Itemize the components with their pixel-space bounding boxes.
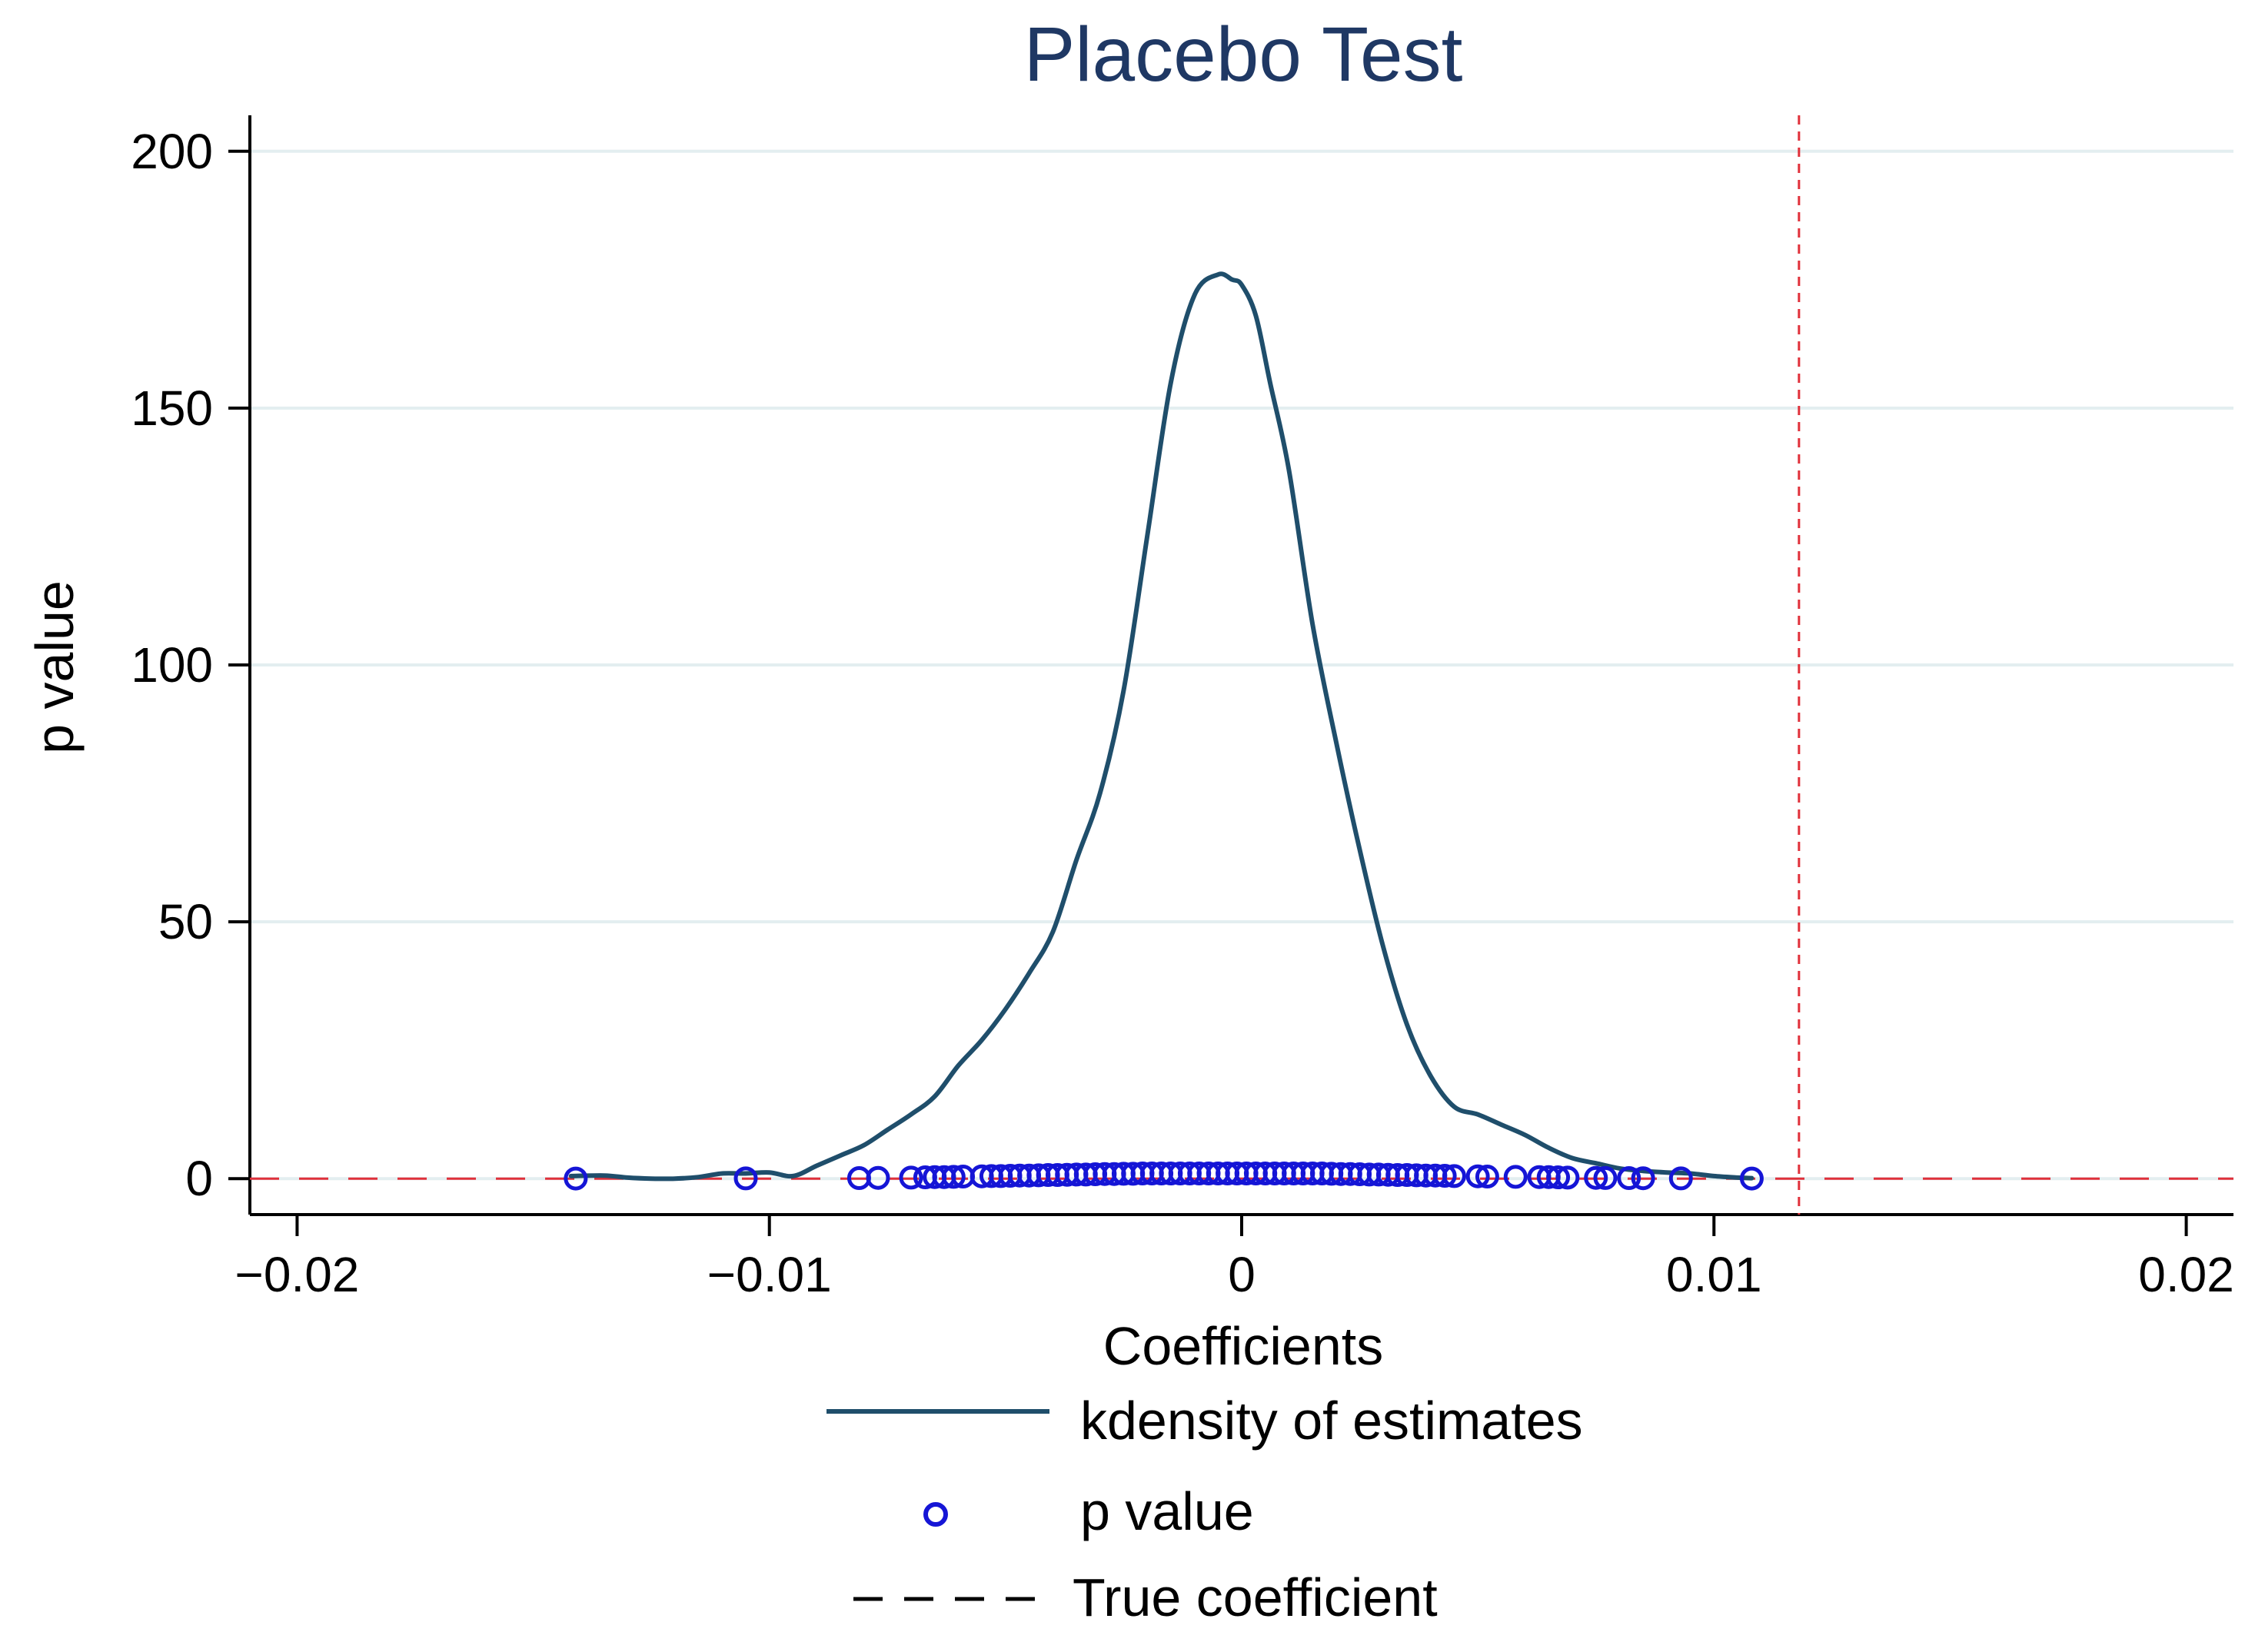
chart-title: Placebo Test [1024,12,1463,98]
x-tick-label-4: 0.02 [2138,1247,2234,1302]
p-value-point [899,1165,923,1190]
p-value-point [1584,1165,1608,1190]
p-value-point [1546,1165,1571,1190]
p-value-point [1503,1165,1528,1189]
p-value-point [1631,1166,1655,1191]
p-value-point [866,1165,890,1190]
legend-label-true-coefficient: True coefficient [1073,1567,1438,1627]
p-value-point [1475,1165,1499,1189]
p-value-point [1555,1165,1580,1190]
legend-label-kdensity: kdensity of estimates [1080,1391,1583,1451]
p-value-point [1442,1164,1466,1188]
p-value-point [1465,1164,1490,1188]
y-tick-label-150: 150 [131,381,213,436]
p-value-point [564,1166,588,1191]
x-tick-label-3: 0.01 [1666,1247,1762,1302]
x-tick-label-0: −0.02 [234,1247,359,1302]
y-tick-label-50: 50 [158,894,213,949]
kdensity-line [568,271,1754,1182]
y-axis-title: p value [25,580,85,754]
p-value-point [1617,1166,1641,1191]
legend: kdensity of estimates p value True coeff… [827,1391,1583,1627]
true-coefficient-lines [250,115,2233,1215]
p-value-point [1668,1166,1693,1191]
p-value-point [1739,1166,1764,1191]
x-tick-label-1: −0.01 [707,1247,832,1302]
p-value-point [941,1165,966,1189]
y-tick-label-0: 0 [185,1151,213,1206]
y-tick-label-200: 200 [131,124,213,179]
p-value-point [733,1166,758,1191]
kdensity-series [568,271,1754,1182]
p-value-point [1432,1164,1457,1188]
axes [228,115,2233,1236]
x-axis-title: Coefficients [1103,1316,1383,1376]
p-value-point [1593,1165,1618,1190]
x-tick-label-2: 0 [1228,1247,1256,1302]
y-tick-label-100: 100 [131,637,213,693]
tick-labels: 0 50 100 150 200 −0.02 −0.01 0 0.01 0.02 [131,124,2234,1302]
legend-swatch-p-value [923,1502,948,1527]
p-value-series [564,1162,1764,1191]
legend-label-p-value: p value [1080,1481,1254,1541]
